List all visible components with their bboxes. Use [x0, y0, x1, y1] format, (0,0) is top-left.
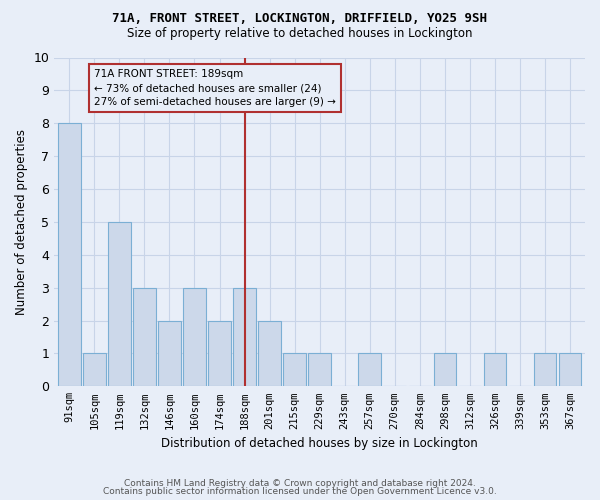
Bar	[58, 124, 80, 386]
Bar	[208, 320, 231, 386]
Y-axis label: Number of detached properties: Number of detached properties	[15, 129, 28, 315]
Bar	[358, 354, 381, 386]
Bar	[533, 354, 556, 386]
Bar	[158, 320, 181, 386]
Bar	[283, 354, 306, 386]
Bar	[484, 354, 506, 386]
Bar	[233, 288, 256, 386]
Bar	[559, 354, 581, 386]
Text: 71A FRONT STREET: 189sqm
← 73% of detached houses are smaller (24)
27% of semi-d: 71A FRONT STREET: 189sqm ← 73% of detach…	[94, 69, 336, 107]
Bar	[434, 354, 456, 386]
Text: Contains public sector information licensed under the Open Government Licence v3: Contains public sector information licen…	[103, 487, 497, 496]
X-axis label: Distribution of detached houses by size in Lockington: Distribution of detached houses by size …	[161, 437, 478, 450]
Bar	[183, 288, 206, 386]
Text: Contains HM Land Registry data © Crown copyright and database right 2024.: Contains HM Land Registry data © Crown c…	[124, 478, 476, 488]
Bar	[83, 354, 106, 386]
Text: Size of property relative to detached houses in Lockington: Size of property relative to detached ho…	[127, 28, 473, 40]
Bar	[133, 288, 155, 386]
Bar	[308, 354, 331, 386]
Bar	[108, 222, 131, 386]
Bar	[259, 320, 281, 386]
Text: 71A, FRONT STREET, LOCKINGTON, DRIFFIELD, YO25 9SH: 71A, FRONT STREET, LOCKINGTON, DRIFFIELD…	[113, 12, 487, 26]
